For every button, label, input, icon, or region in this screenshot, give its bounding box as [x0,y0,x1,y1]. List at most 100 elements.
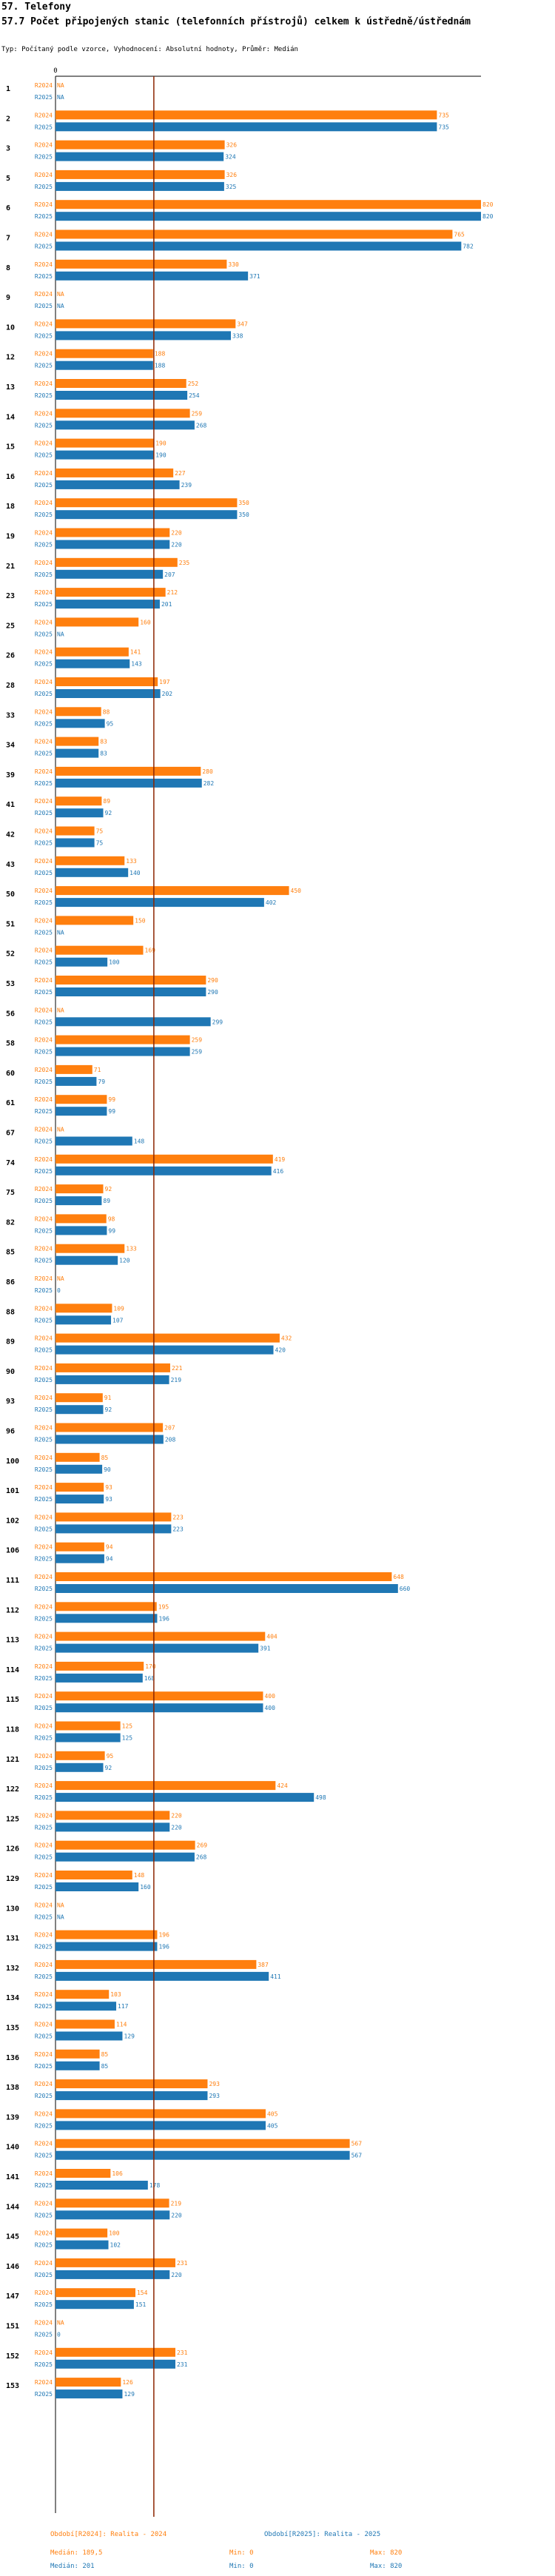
value-label-r2025: 99 [108,1227,115,1234]
series-tag-r2024: R2024 [35,1215,53,1222]
value-label-r2024: 419 [275,1156,286,1163]
category-label: 43 [6,861,15,869]
series-tag-r2025: R2025 [35,1765,53,1771]
bar-r2025 [56,271,249,281]
series-tag-r2025: R2025 [35,392,53,399]
value-label-r2025: 0 [57,2332,61,2338]
value-label-r2025: 188 [155,363,166,369]
bar-r2025 [56,510,238,520]
bar-r2025 [56,212,481,221]
bar-r2024 [56,1930,158,1939]
value-label-r2024: 404 [266,1634,278,1640]
series-tag-r2025: R2025 [35,661,53,668]
value-label-r2024: 106 [112,2170,123,2177]
series-tag-r2025: R2025 [35,2212,53,2218]
series-tag-r2025: R2025 [35,1437,53,1443]
bar-r2025 [56,1464,103,1474]
legend-r2024-max: Max: 820 [370,2549,403,2557]
value-label-r2025: 125 [122,1735,133,1742]
bar-r2024 [56,766,201,776]
bar-r2025 [56,540,170,549]
series-tag-r2024: R2024 [35,380,53,387]
value-label-r2024: 219 [171,2200,182,2207]
series-tag-r2024: R2024 [35,440,53,447]
series-tag-r2025: R2025 [35,511,53,518]
value-label-r2025: 660 [400,1586,411,1592]
value-label-r2024: 820 [482,201,494,208]
series-tag-r2025: R2025 [35,2391,53,2398]
bar-r2025 [56,1762,104,1772]
series-tag-r2024: R2024 [35,500,53,506]
bar-r2024 [56,1721,121,1731]
bar-r2024 [56,945,144,955]
value-label-r2025: 94 [106,1556,113,1563]
series-tag-r2024: R2024 [35,82,53,89]
bar-r2024 [56,737,99,746]
value-label-r2025: 290 [207,989,218,996]
bar-r2024 [56,588,166,597]
series-tag-r2024: R2024 [35,2379,53,2386]
value-label-r2024: 99 [108,1096,115,1103]
value-label-r2025: 782 [462,244,474,250]
bar-r2025 [56,1076,97,1086]
series-tag-r2025: R2025 [35,2301,53,2308]
value-label-r2024: 405 [267,2110,278,2117]
bar-r2025 [56,1435,164,1444]
bar-r2024 [56,826,95,836]
value-label-r2025: 140 [130,870,141,876]
series-tag-r2025: R2025 [35,899,53,906]
value-label-r2024: 88 [103,708,110,715]
value-label-r2025: 190 [155,452,166,459]
value-label-r2024: 235 [179,560,190,566]
bar-r2025 [56,1852,195,1862]
series-tag-r2024: R2024 [35,2320,53,2327]
value-label-r2025: 350 [238,511,249,518]
bar-r2025 [56,2031,123,2041]
category-label: 3 [6,145,10,153]
bar-r2024 [56,1184,104,1194]
value-label-r2024: 326 [226,142,238,149]
category-label: 82 [6,1218,15,1227]
series-tag-r2025: R2025 [35,1406,53,1413]
value-label-r2024: 196 [158,1932,169,1939]
series-tag-r2024: R2024 [35,2022,53,2028]
value-label-r2024: 400 [264,1693,275,1700]
value-label-r2024: 141 [130,649,141,656]
category-label: 2 [6,115,10,123]
bar-r2025 [56,569,164,579]
category-label: 152 [6,2352,19,2361]
category-label: 132 [6,1965,19,1973]
bar-r2024 [56,1542,104,1552]
bar-r2024 [56,2139,350,2148]
value-label-r2025: 223 [172,1526,184,1532]
category-label: 58 [6,1040,15,1048]
value-label-r2025: 143 [131,661,142,668]
value-label-r2025: 282 [204,780,215,787]
bar-r2024 [56,2109,266,2119]
bar-r2025 [56,1822,170,1832]
series-tag-r2025: R2025 [35,2182,53,2189]
category-label: 50 [6,890,15,899]
value-label-r2025: NA [57,929,64,936]
bar-r2024 [56,1661,144,1671]
series-tag-r2025: R2025 [35,601,53,608]
series-tag-r2025: R2025 [35,154,53,161]
category-label: 114 [6,1666,19,1674]
category-label: 151 [6,2323,19,2331]
bar-r2024 [56,1214,107,1224]
series-tag-r2025: R2025 [35,1586,53,1592]
series-tag-r2024: R2024 [35,2349,53,2356]
bar-r2024 [56,1304,112,1313]
value-label-r2024: 100 [109,2230,120,2237]
bar-r2025 [56,122,437,132]
value-label-r2024: 169 [145,947,156,954]
bar-r2025 [56,2091,208,2101]
category-label: 140 [6,2144,19,2152]
value-label-r2024: 85 [101,1455,109,1461]
bar-r2024 [56,1423,164,1432]
series-tag-r2024: R2024 [35,530,53,537]
bar-r2025 [56,181,224,191]
series-tag-r2025: R2025 [35,1944,53,1951]
series-tag-r2024: R2024 [35,977,53,984]
value-label-r2025: 391 [260,1646,271,1652]
